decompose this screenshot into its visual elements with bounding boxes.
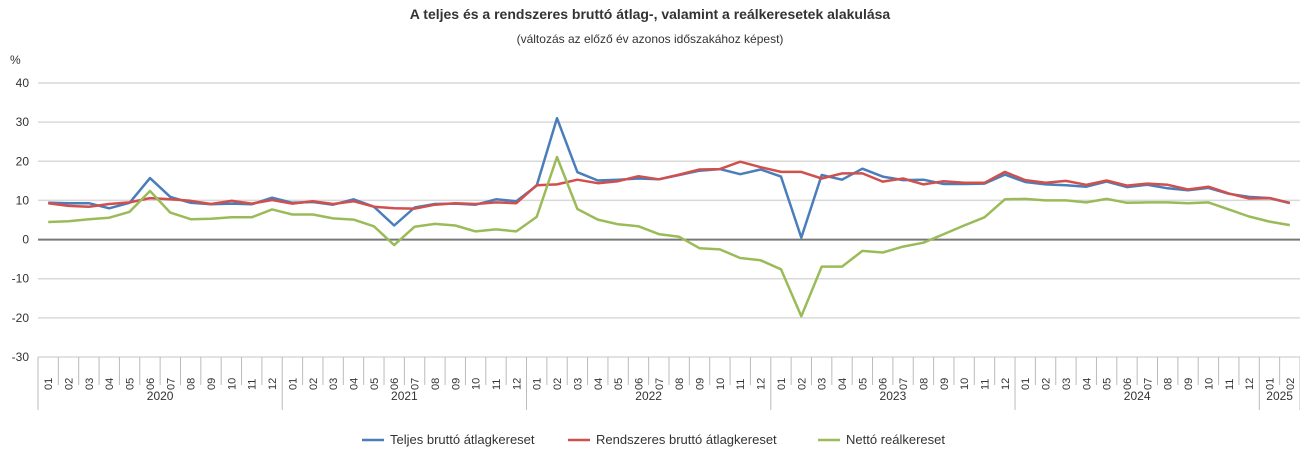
- x-tick-label: 06: [878, 378, 890, 390]
- legend-item[interactable]: Nettó reálkereset: [818, 432, 945, 447]
- x-tick-label: 09: [695, 378, 707, 390]
- x-tick-label: 04: [593, 378, 605, 390]
- x-tick-label: 02: [1285, 378, 1297, 390]
- x-tick-label: 02: [552, 378, 564, 390]
- x-tick-label: 05: [1102, 378, 1114, 390]
- x-tick-label: 08: [186, 378, 198, 390]
- x-tick-label: 10: [715, 378, 727, 390]
- x-tick-label: 02: [796, 378, 808, 390]
- x-tick-label: 11: [247, 379, 259, 390]
- legend-label: Teljes bruttó átlagkereset: [390, 432, 535, 447]
- y-tick-label: -20: [12, 311, 30, 325]
- x-tick-label: 06: [389, 378, 401, 390]
- x-tick-label: 03: [817, 378, 829, 390]
- x-tick-label: 08: [674, 378, 686, 390]
- year-label: 2022: [635, 389, 662, 403]
- y-tick-label: 10: [16, 193, 30, 207]
- x-tick-label: 01: [1020, 378, 1032, 390]
- x-tick-label: 01: [776, 378, 788, 390]
- x-tick-label: 01: [287, 378, 299, 390]
- x-tick-label: 05: [125, 378, 137, 390]
- y-tick-label: 40: [16, 76, 30, 90]
- legend-label: Nettó reálkereset: [846, 432, 945, 447]
- x-tick-label: 03: [1061, 378, 1073, 390]
- x-tick-label: 10: [471, 378, 483, 390]
- year-label: 2024: [1124, 389, 1151, 403]
- y-axis-label: %: [10, 53, 21, 67]
- x-tick-label: 09: [206, 378, 218, 390]
- x-tick-label: 09: [1183, 378, 1195, 390]
- x-tick-label: 04: [1081, 378, 1093, 390]
- x-tick-label: 04: [837, 378, 849, 390]
- y-tick-label: 0: [22, 233, 29, 247]
- x-tick-label: 08: [1163, 378, 1175, 390]
- x-tick-label: 03: [84, 378, 96, 390]
- legend-item[interactable]: Rendszeres bruttó átlagkereset: [568, 432, 777, 447]
- x-tick-label: 05: [369, 378, 381, 390]
- x-tick-label: 05: [613, 378, 625, 390]
- legend-item[interactable]: Teljes bruttó átlagkereset: [362, 432, 535, 447]
- year-label: 2023: [880, 389, 907, 403]
- x-tick-label: 04: [349, 378, 361, 390]
- y-tick-label: 20: [16, 154, 30, 168]
- x-tick-label: 02: [1041, 378, 1053, 390]
- x-tick-label: 11: [735, 379, 747, 390]
- legend-label: Rendszeres bruttó átlagkereset: [596, 432, 777, 447]
- x-tick-label: 07: [165, 378, 177, 390]
- x-tick-label: 07: [898, 378, 910, 390]
- y-tick-label: -10: [12, 272, 30, 286]
- x-tick-label: 06: [633, 378, 645, 390]
- x-tick-label: 06: [1122, 378, 1134, 390]
- x-tick-label: 10: [226, 378, 238, 390]
- x-tick-label: 07: [654, 378, 666, 390]
- x-tick-label: 02: [64, 378, 76, 390]
- x-tick-label: 11: [1224, 379, 1236, 390]
- x-tick-label: 12: [511, 378, 523, 390]
- x-tick-label: 10: [959, 378, 971, 390]
- x-tick-label: 07: [1142, 378, 1154, 390]
- x-tick-label: 06: [145, 378, 157, 390]
- x-tick-label: 09: [939, 378, 951, 390]
- y-tick-label: -30: [12, 350, 30, 364]
- x-tick-label: 12: [1244, 378, 1256, 390]
- x-tick-label: 02: [308, 378, 320, 390]
- year-label: 2021: [391, 389, 418, 403]
- y-tick-label: 30: [16, 115, 30, 129]
- x-tick-label: 12: [1000, 378, 1012, 390]
- chart-title: A teljes és a rendszeres bruttó átlag-, …: [410, 6, 891, 22]
- series-line-1: [48, 160, 1291, 210]
- x-tick-label: 09: [450, 378, 462, 390]
- x-tick-label: 04: [104, 378, 116, 390]
- x-tick-label: 01: [532, 378, 544, 390]
- x-tick-label: 10: [1203, 378, 1215, 390]
- x-tick-label: 11: [980, 379, 992, 390]
- x-tick-label: 03: [572, 378, 584, 390]
- year-label: 2025: [1266, 389, 1293, 403]
- x-tick-label: 01: [1264, 378, 1276, 390]
- year-label: 2020: [147, 389, 174, 403]
- x-tick-label: 11: [491, 379, 503, 390]
- x-tick-label: 12: [267, 378, 279, 390]
- x-tick-label: 07: [410, 378, 422, 390]
- series-line-2: [48, 155, 1291, 318]
- x-tick-label: 08: [430, 378, 442, 390]
- x-tick-label: 12: [756, 378, 768, 390]
- x-tick-label: 03: [328, 378, 340, 390]
- x-tick-label: 01: [43, 378, 55, 390]
- x-tick-label: 05: [857, 378, 869, 390]
- x-tick-label: 08: [918, 378, 930, 390]
- chart-subtitle: (változás az előző év azonos időszakához…: [517, 32, 784, 46]
